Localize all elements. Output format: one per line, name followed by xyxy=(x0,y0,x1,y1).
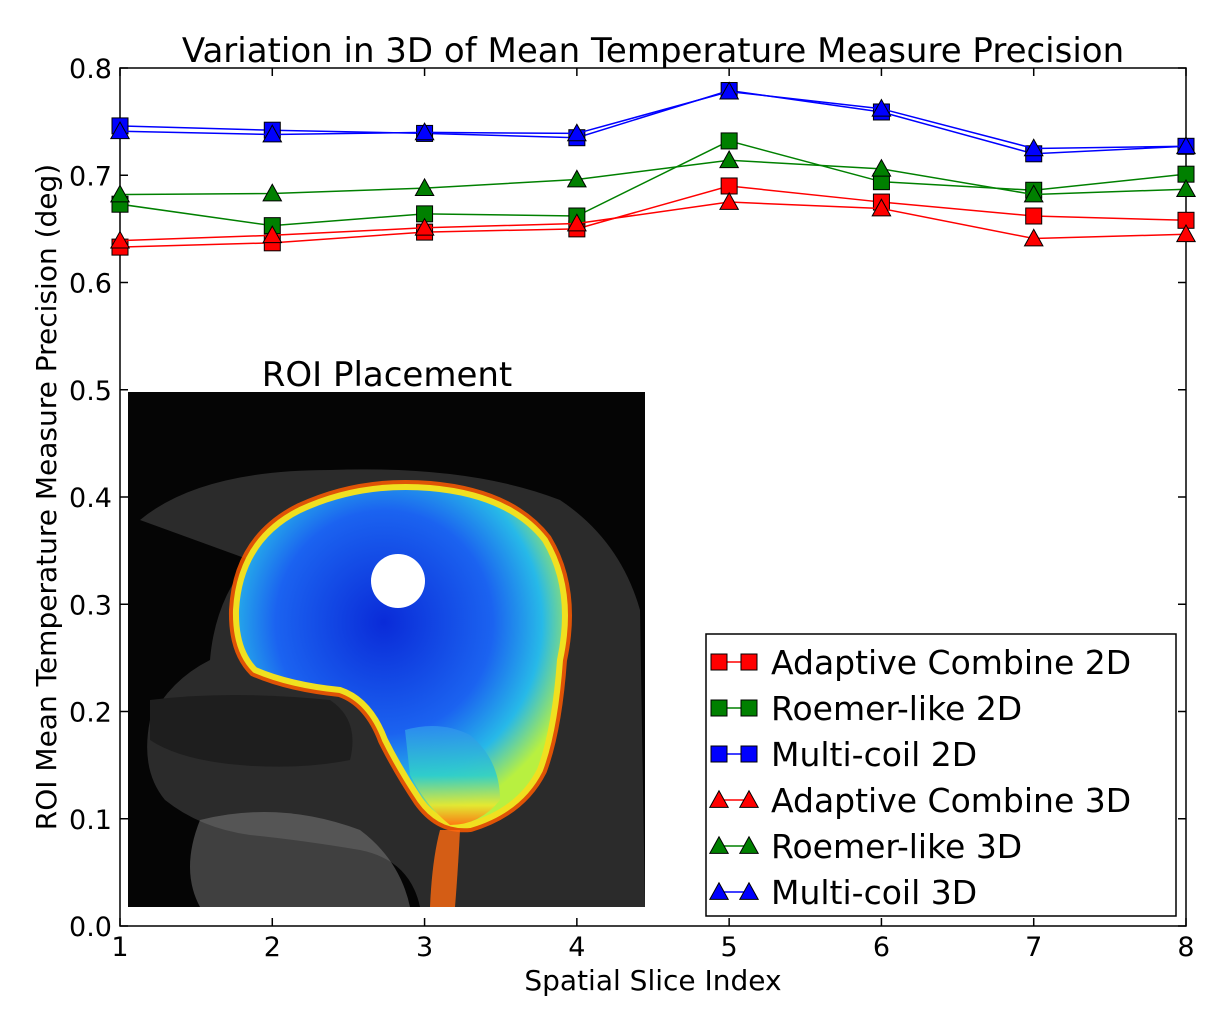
legend-entry: Adaptive Combine 2D xyxy=(710,643,1131,682)
data-point xyxy=(262,183,283,202)
x-tick-label: 8 xyxy=(1177,932,1194,963)
data-point xyxy=(566,169,587,188)
legend-label: Adaptive Combine 2D xyxy=(771,643,1131,682)
legend-marker xyxy=(740,745,758,763)
x-tick-label: 2 xyxy=(264,932,281,963)
x-tick-label: 5 xyxy=(721,932,738,963)
legend-marker xyxy=(710,653,728,671)
data-point xyxy=(1025,207,1043,225)
y-tick-label: 0.2 xyxy=(69,698,112,729)
legend-label: Roemer-like 2D xyxy=(771,689,1022,728)
y-tick-label: 0.8 xyxy=(69,54,112,85)
axis-ticks: 1 2 3 4 5 6 7 8 0.0 0.1 0.2 0.3 0.4 0.5 0.6 0.7 0.8 xyxy=(69,54,1195,963)
data-point xyxy=(1023,184,1044,203)
data-point xyxy=(414,217,435,236)
brainstem-region xyxy=(405,726,500,825)
data-point xyxy=(1175,136,1197,155)
inset-title: ROI Placement xyxy=(262,355,513,395)
x-tick-label: 6 xyxy=(873,932,890,963)
data-point xyxy=(871,98,892,117)
legend-marker xyxy=(738,881,760,900)
legend-label: Multi-coil 2D xyxy=(771,735,977,774)
y-tick-label: 0.4 xyxy=(69,483,112,514)
data-point xyxy=(719,150,740,169)
series-multi-coil-3d xyxy=(109,81,1197,157)
y-axis-label: ROI Mean Temperature Measure Precision (… xyxy=(30,164,63,830)
y-tick-label: 0.0 xyxy=(69,912,112,943)
series-line xyxy=(119,201,1187,242)
data-point xyxy=(414,177,435,196)
data-point xyxy=(109,121,131,140)
legend-box xyxy=(705,633,1177,917)
legend-marker xyxy=(740,699,758,717)
series-adaptive-combine-3d xyxy=(109,191,1197,249)
series-line xyxy=(119,185,1187,248)
legend-entry: Adaptive Combine 3D xyxy=(708,781,1131,820)
series-line xyxy=(119,140,1187,227)
data-point xyxy=(1175,178,1197,198)
oral-cavity xyxy=(150,695,353,767)
legend-entry: Roemer-like 3D xyxy=(708,827,1022,866)
data-point xyxy=(1175,224,1197,243)
y-tick-label: 0.5 xyxy=(69,376,112,407)
legend-marker xyxy=(708,835,730,854)
legend-marker xyxy=(738,789,760,808)
legend-marker xyxy=(740,653,758,671)
y-tick-label: 0.1 xyxy=(69,805,112,836)
legend-entry: Multi-coil 2D xyxy=(710,735,977,774)
data-point xyxy=(720,132,738,150)
series-line xyxy=(119,159,1187,196)
legend: Adaptive Combine 2D Roemer-like 2D Multi-c… xyxy=(705,633,1177,917)
chart-title: Variation in 3D of Mean Temperature Meas… xyxy=(182,31,1124,71)
x-tick-label: 4 xyxy=(568,932,585,963)
legend-marker xyxy=(710,699,728,717)
y-tick-label: 0.6 xyxy=(69,269,112,300)
data-point xyxy=(262,124,283,143)
legend-entry: Multi-coil 3D xyxy=(708,873,977,912)
data-point xyxy=(109,230,131,249)
legend-marker xyxy=(708,881,730,900)
legend-label: Multi-coil 3D xyxy=(771,873,977,912)
data-point xyxy=(109,184,131,203)
data-point xyxy=(262,225,283,244)
x-axis-label: Spatial Slice Index xyxy=(524,964,781,997)
data-point xyxy=(871,198,892,217)
roi-placement-inset: ROI Placement xyxy=(128,355,645,907)
data-point xyxy=(871,158,892,177)
legend-entry: Roemer-like 2D xyxy=(710,689,1022,728)
legend-label: Roemer-like 3D xyxy=(771,827,1022,866)
brain-region xyxy=(232,483,568,829)
neck-anatomy xyxy=(190,812,410,907)
legend-marker xyxy=(708,789,730,808)
y-tick-label: 0.7 xyxy=(69,161,112,192)
y-tick-label: 0.3 xyxy=(69,590,112,621)
data-point xyxy=(566,123,587,142)
roi-circle xyxy=(371,554,425,608)
x-tick-label: 3 xyxy=(416,932,433,963)
data-point xyxy=(719,191,740,210)
series-line xyxy=(119,90,1187,150)
x-tick-label: 1 xyxy=(111,932,128,963)
spinal-region xyxy=(430,830,460,907)
data-point xyxy=(719,81,740,100)
data-point xyxy=(566,213,587,232)
data-point xyxy=(1023,138,1044,157)
data-point xyxy=(414,122,435,141)
legend-marker xyxy=(738,835,760,854)
series-roemer-like-3d xyxy=(109,150,1197,203)
data-point xyxy=(1023,228,1044,247)
legend-marker xyxy=(710,745,728,763)
data-point xyxy=(720,177,738,195)
series-layer xyxy=(109,81,1197,256)
legend-label: Adaptive Combine 3D xyxy=(771,781,1131,820)
x-tick-label: 7 xyxy=(1025,932,1042,963)
series-line xyxy=(119,89,1187,155)
